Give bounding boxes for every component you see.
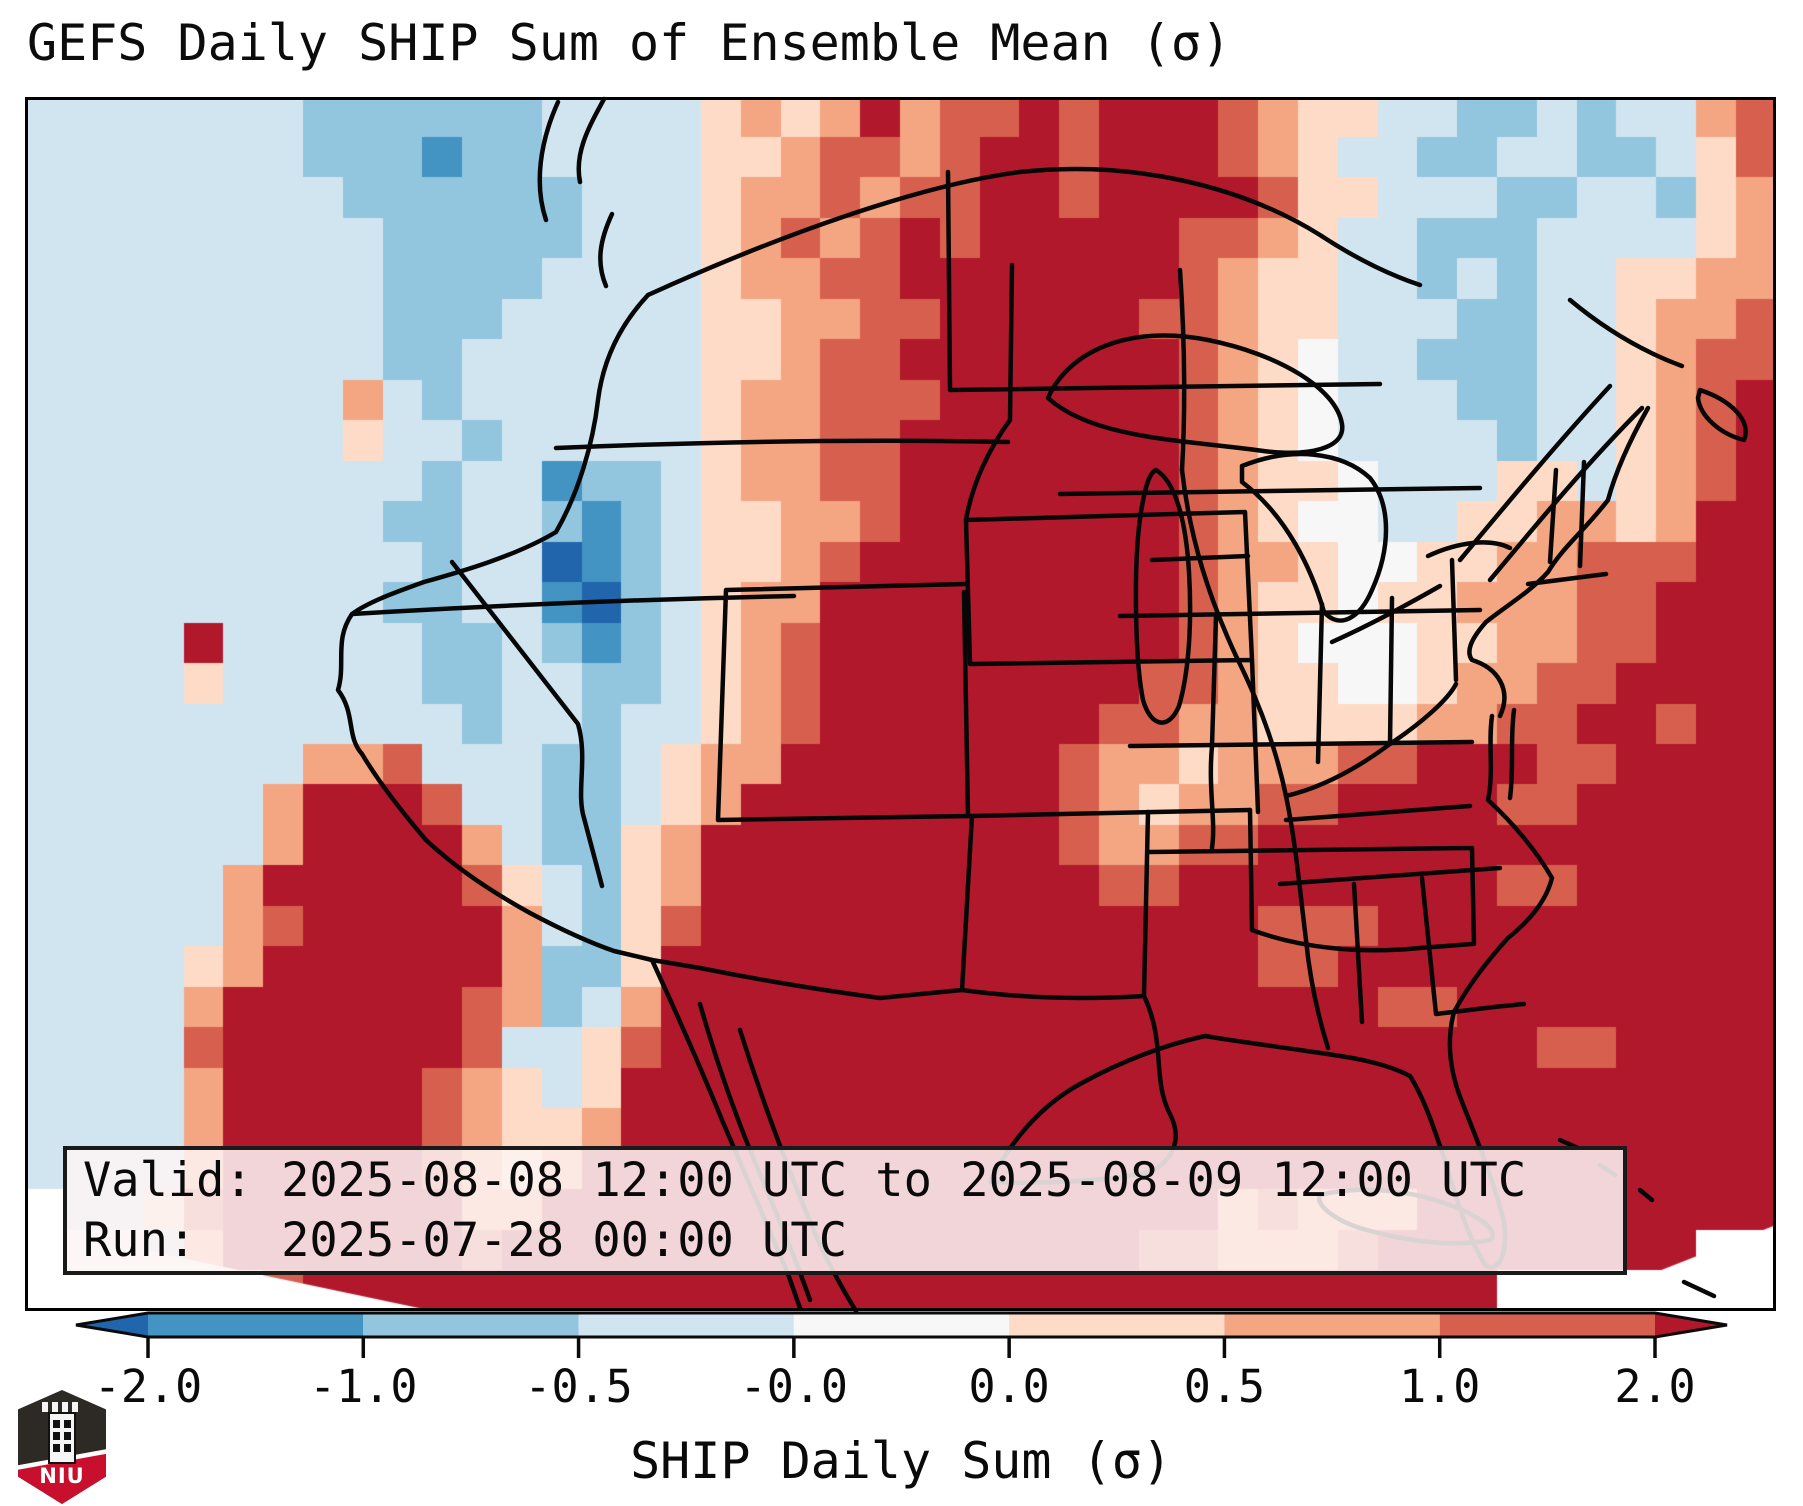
colorbar-segment [1655,1313,1727,1337]
niu-castle-tower-icon [48,1412,76,1464]
colorbar-segment [148,1313,364,1337]
colorbar-outline [75,1311,1728,1339]
page-title: GEFS Daily SHIP Sum of Ensemble Mean (σ) [27,14,1232,72]
map-border [25,97,1776,1311]
colorbar-segment [1009,1313,1225,1337]
valid-time-text: Valid: 2025-08-08 12:00 UTC to 2025-08-0… [83,1152,1527,1208]
colorbar-ticks [146,1337,1657,1358]
colorbar-segment [1224,1313,1440,1337]
colorbar-axis-label: SHIP Daily Sum (σ) [630,1432,1172,1490]
niu-castle-battlement [42,1402,82,1412]
colorbar-tick-label: 0.0 [968,1360,1050,1413]
colorbar-tick-label: 2.0 [1614,1360,1696,1413]
colorbar-tick-label: -1.0 [309,1360,418,1413]
valid-run-annotation-box: Valid: 2025-08-08 12:00 UTC to 2025-08-0… [63,1146,1627,1275]
colorbar-tick-label: -2.0 [93,1360,203,1413]
colorbar-tick-label: -0.5 [524,1360,633,1413]
colorbar-tick-label: 0.5 [1183,1360,1266,1413]
colorbar-tick-label: 1.0 [1399,1360,1481,1413]
colorbar-segment [363,1313,579,1337]
colorbar-segments [75,1311,1728,1339]
colorbar-segment [1439,1313,1655,1337]
colorbar-segment [793,1313,1010,1337]
niu-logo-text: NIU [39,1464,85,1488]
run-time-text: Run: 2025-07-28 00:00 UTC [83,1212,848,1268]
colorbar-segment [76,1313,148,1337]
niu-logo: NIU [18,1390,106,1504]
colorbar-segment [578,1313,794,1337]
colorbar-tick-label: -0.0 [739,1360,849,1413]
